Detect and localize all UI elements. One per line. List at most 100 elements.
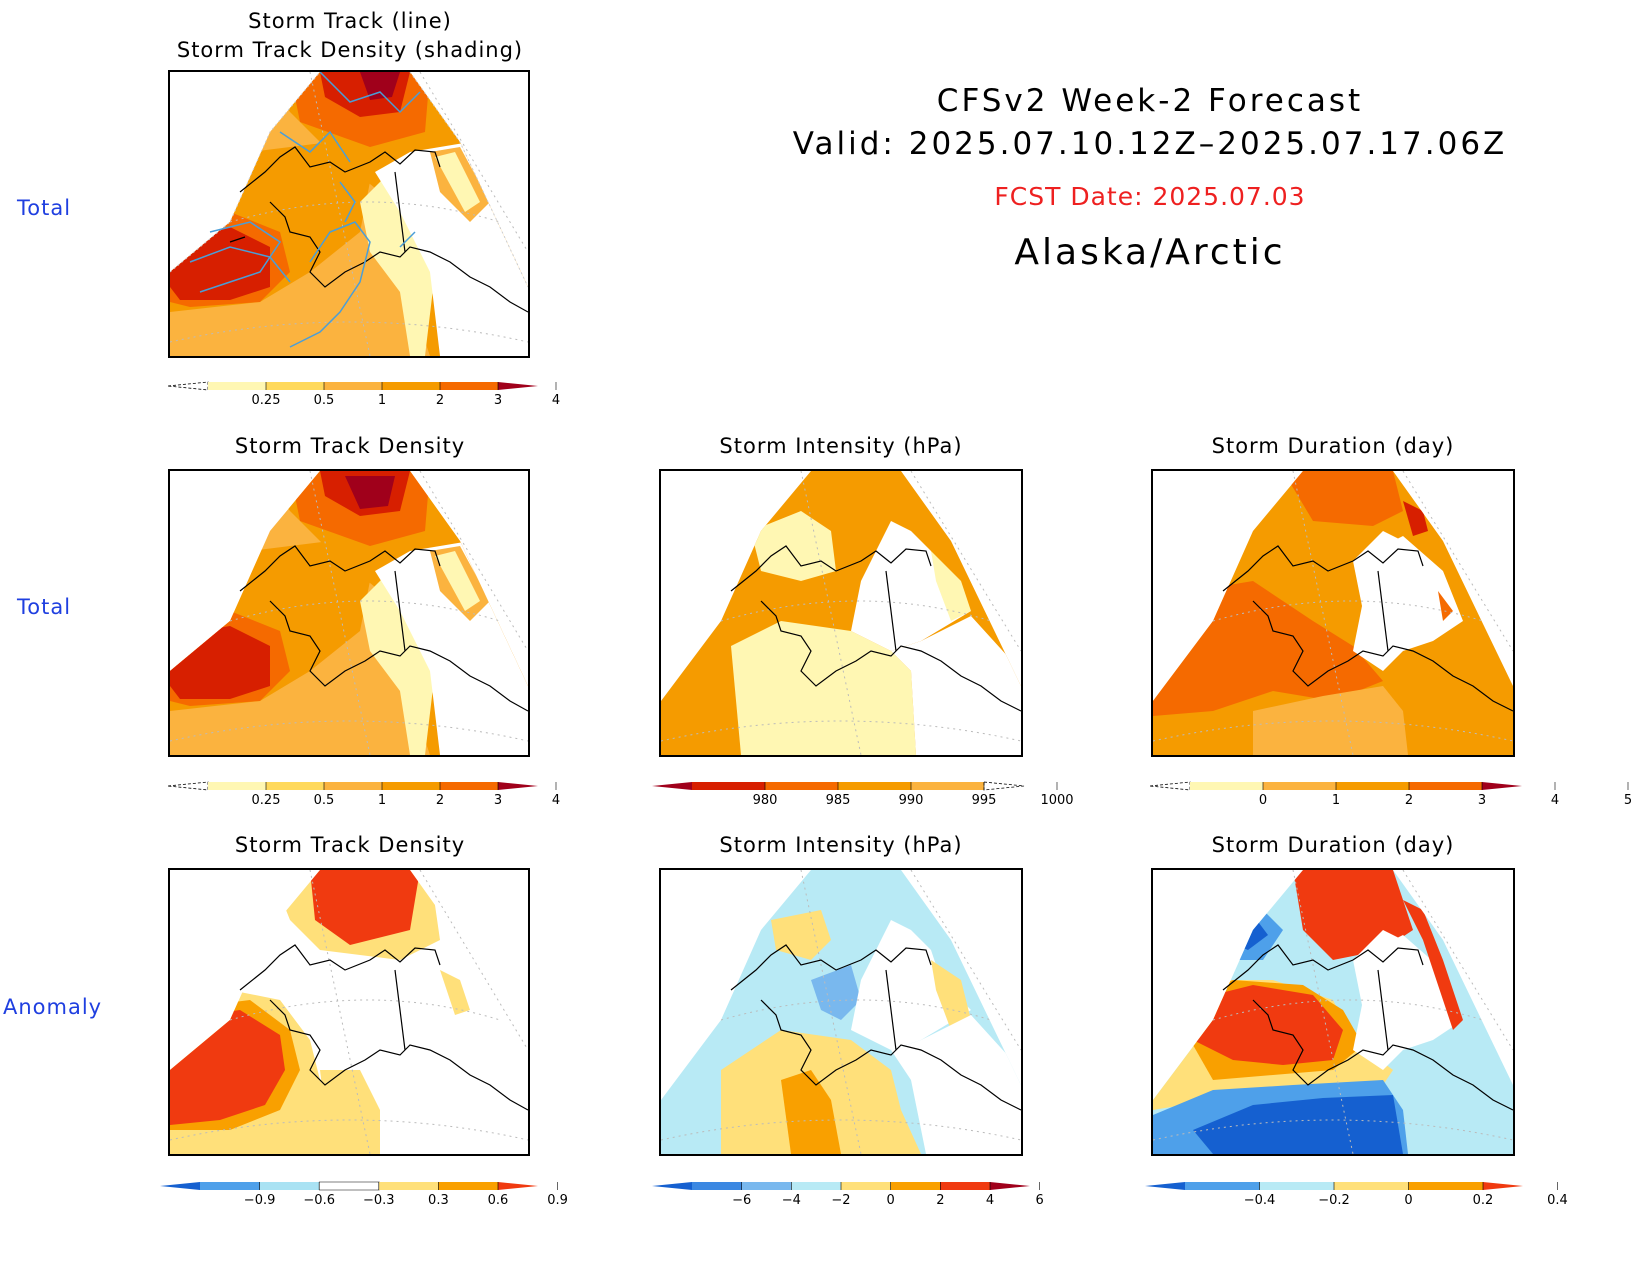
colorbar-tick-label: 0.5 [314,393,335,408]
colorbar-segment [382,382,441,390]
valid-period: Valid: 2025.07.10.12Z–2025.07.17.06Z [792,126,1508,162]
colorbar-segment [318,1181,380,1191]
colorbar-intensity-total: 980 985 990 995 1000 [652,780,1074,810]
colorbar-segment [208,382,267,390]
colorbar-right-extension [498,782,538,790]
colorbar-segment [200,1182,261,1190]
colorbar-segment [382,782,441,790]
colorbar-left-extension [652,1182,692,1190]
forecast-title: CFSv2 Week-2 Forecast [936,83,1364,119]
colorbar-tick-label: 0.2 [1473,1193,1494,1208]
colorbar-tick-label: 2 [436,793,444,808]
colorbar-right-extension [1483,1182,1523,1190]
colorbar-tick-label: 4 [552,393,560,408]
colorbar-tick-label: −4 [782,1193,801,1208]
colorbar-tick-label: 4 [986,1193,994,1208]
map-duration-total [1151,469,1515,757]
colorbar-tick-label: 0 [1404,1193,1412,1208]
panel-title-storm-track-density-shading: Storm Track Density (shading) [176,38,524,62]
colorbar-density-top: 0.25 0.5 1 2 3 4 [167,380,560,410]
row-label-anomaly: Anomaly [3,995,103,1019]
colorbar-segment [791,1182,842,1190]
colorbar-right-extension [498,382,538,390]
colorbar-tick-label: 1 [378,393,386,408]
panel-title-storm-track: Storm Track (line) [248,9,452,33]
colorbar-tick-label: −2 [831,1193,850,1208]
map-duration-anomaly [1151,868,1515,1156]
row-label-total-middle: Total [17,595,72,619]
colorbar-segment [692,1182,743,1190]
colorbar-segment [1190,782,1264,790]
colorbar-intensity-anom: −6 −4 −2 0 2 4 6 [652,1180,1044,1210]
colorbar-tick-label: −0.4 [1244,1193,1276,1208]
colorbar-tick-label: 0.4 [1547,1193,1568,1208]
colorbar-segment [1259,1182,1335,1190]
map-storm-track [168,70,530,358]
colorbar-tick-label: −0.6 [303,1193,335,1208]
panel-title-density-total: Storm Track Density [234,434,466,458]
colorbar-tick-label: 995 [972,793,997,808]
colorbar-tick-label: 0.9 [547,1193,568,1208]
colorbar-right-extension [990,1182,1030,1190]
map-density-anomaly [168,868,530,1156]
colorbar-density-total: 0.25 0.5 1 2 3 4 [167,780,560,810]
colorbar-segment [1263,782,1337,790]
colorbar-left-extension [167,381,209,391]
colorbar-segment [266,382,325,390]
colorbar-tick-label: 6 [1036,1193,1044,1208]
colorbar-tick-label: 980 [753,793,778,808]
colorbar-right-extension [1482,782,1522,790]
colorbar-segment [324,382,383,390]
colorbar-density-anom: −0.9 −0.6 −0.3 0.3 0.6 0.9 [160,1180,568,1210]
colorbar-segment [440,382,499,390]
colorbar-duration-anom: −0.4 −0.2 0 0.2 0.4 [1145,1180,1568,1210]
colorbar-left-extension [160,1182,200,1190]
colorbar-tick-label: −0.9 [244,1193,276,1208]
colorbar-left-extension [1145,1182,1185,1190]
colorbar-tick-label: 990 [899,793,924,808]
colorbar-segment [911,782,985,790]
map-storm-track-svg [170,72,528,356]
colorbar-segment [940,1182,991,1190]
colorbar-tick-label: 0.3 [428,1193,449,1208]
row-label-total-top: Total [17,196,72,220]
colorbar-tick-label: 5 [1624,793,1632,808]
colorbar-segment [259,1182,320,1190]
colorbar-tick-label: 1 [378,793,386,808]
colorbar-segment [1336,782,1410,790]
colorbar-duration-total: 0 1 2 3 4 5 [1149,780,1632,810]
colorbar-tick-label: 0.25 [252,393,281,408]
colorbar-tick-label: 0.6 [488,1193,509,1208]
map-intensity-anomaly [659,868,1023,1156]
fcst-date: FCST Date: 2025.07.03 [994,182,1306,211]
colorbar-tick-label: −6 [732,1193,751,1208]
colorbar-tick-label: 0 [1259,793,1267,808]
colorbar-segment [1409,782,1483,790]
colorbar-tick-label: 0.5 [314,793,335,808]
panel-title-intensity-total: Storm Intensity (hPa) [719,434,963,458]
colorbar-segment [1408,1182,1484,1190]
region-label: Alaska/Arctic [1014,232,1286,273]
panel-title-duration-anom: Storm Duration (day) [1211,833,1455,857]
colorbar-segment [324,782,383,790]
colorbar-tick-label: 4 [552,793,560,808]
colorbar-segment [208,782,267,790]
panel-title-density-anom: Storm Track Density [234,833,466,857]
colorbar-left-extension [1149,781,1191,791]
colorbar-tick-label: 2 [1405,793,1413,808]
colorbar-segment [1334,1182,1409,1190]
colorbar-segment [890,1182,941,1190]
colorbar-tick-label: 0.25 [252,793,281,808]
colorbar-tick-label: 1 [1332,793,1340,808]
colorbar-segment [440,782,499,790]
colorbar-segment [741,1182,792,1190]
colorbar-left-extension [652,782,692,790]
colorbar-tick-label: 2 [436,393,444,408]
colorbar-tick-label: 2 [936,1193,944,1208]
map-density-total [168,469,530,757]
colorbar-tick-label: 3 [1478,793,1486,808]
panel-title-duration-total: Storm Duration (day) [1211,434,1455,458]
colorbar-segment [266,782,325,790]
colorbar-segment [378,1182,439,1190]
colorbar-right-extension [983,781,1025,791]
